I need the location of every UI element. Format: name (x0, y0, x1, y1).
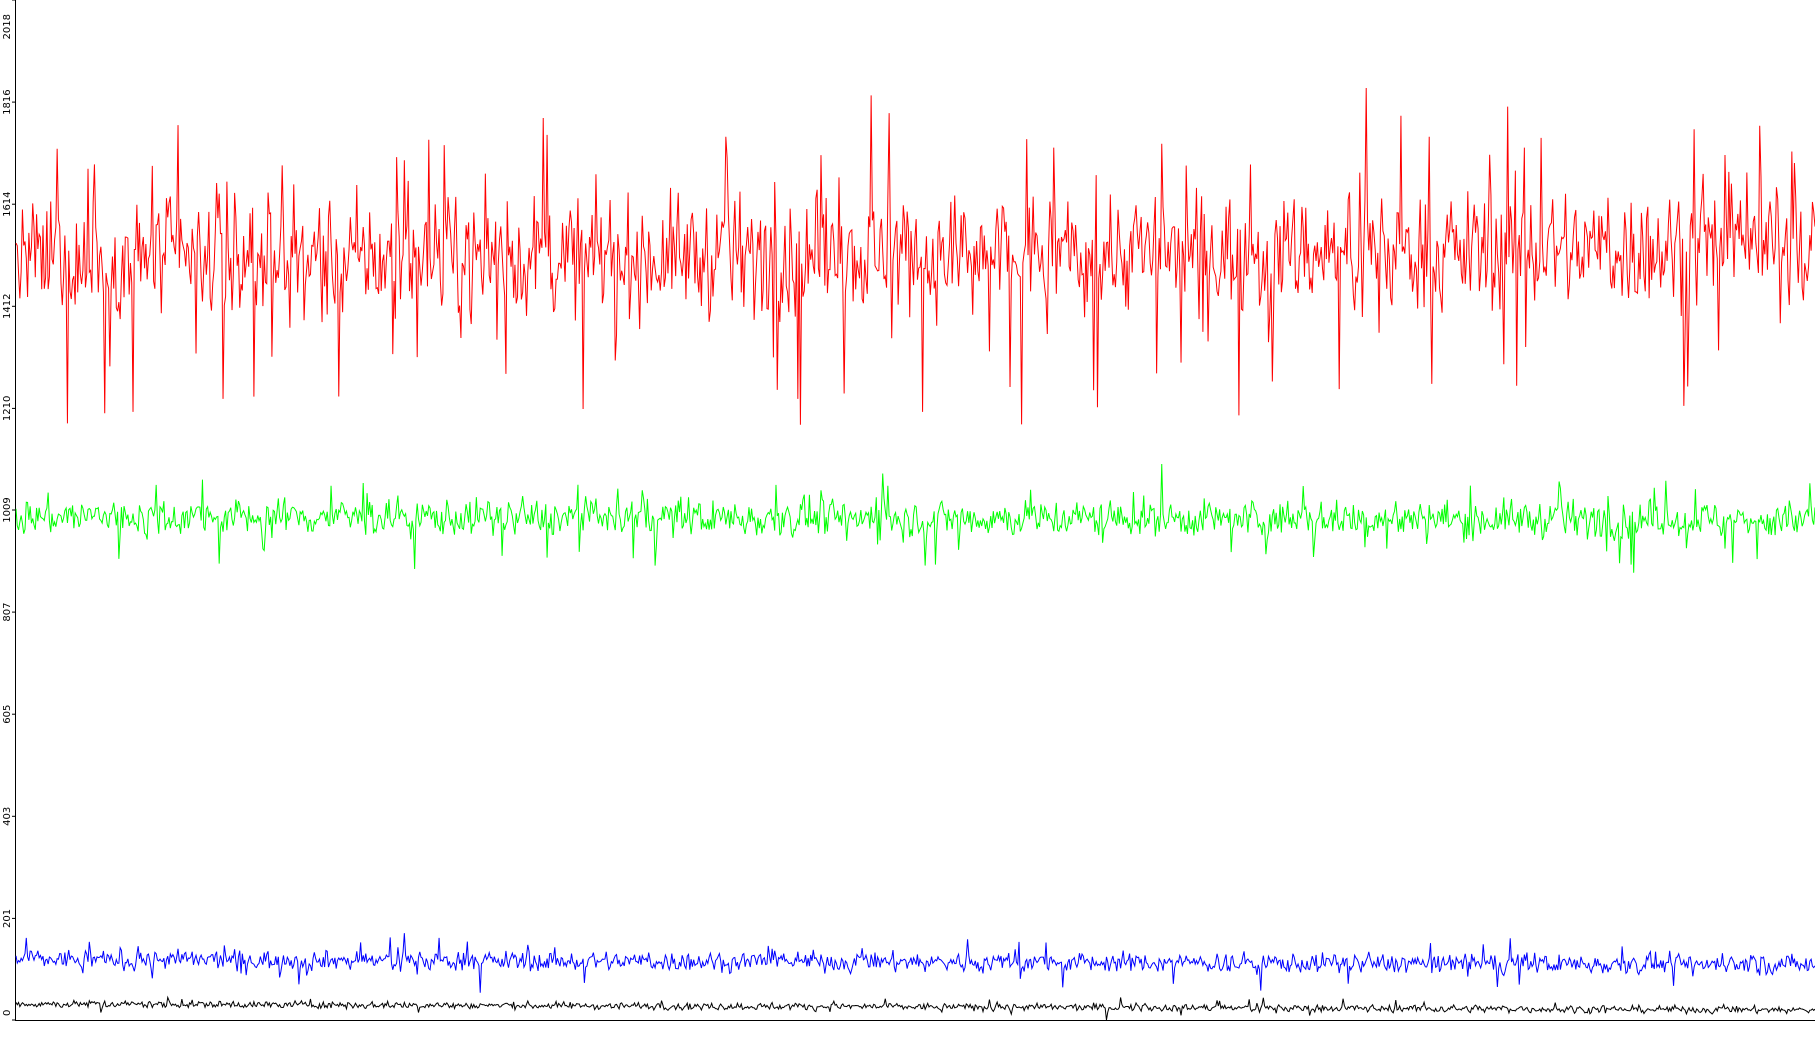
y-tick-label: 1614 (2, 191, 13, 216)
y-tick-label: 2018 (2, 14, 13, 39)
series-line-black (15, 995, 1815, 1020)
y-tick-label: 1412 (2, 294, 13, 319)
y-tick-label: 0 (2, 1010, 13, 1016)
series-line-red (15, 87, 1815, 425)
y-tick-label: 605 (2, 705, 13, 724)
series-line-blue (15, 933, 1815, 993)
series-line-green (15, 463, 1815, 573)
y-tick-label: 403 (2, 807, 13, 826)
y-tick-label: 807 (2, 603, 13, 622)
y-tick-label: 1210 (2, 396, 13, 421)
y-axis-ticks: 0 201 403 605 807 1009 1210 1412 1614 1816 2018 (2, 0, 16, 1021)
series-layer (15, 87, 1815, 1020)
y-tick-label: 1816 (2, 89, 13, 114)
y-tick-label: 201 (2, 909, 13, 928)
y-tick-label: 1009 (2, 497, 13, 522)
